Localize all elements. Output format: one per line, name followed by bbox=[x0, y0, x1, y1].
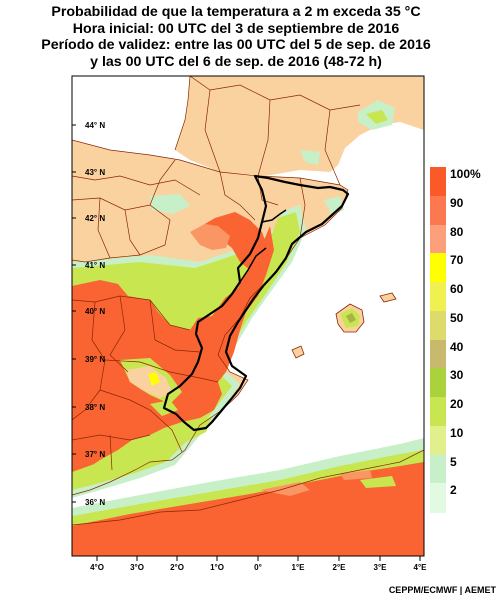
inner-boundary-outline bbox=[197, 209, 287, 323]
lon-label: 1°E bbox=[292, 563, 306, 572]
lon-label: 4°E bbox=[414, 563, 428, 572]
lat-label: 43° N bbox=[85, 168, 105, 177]
legend-label: 5 bbox=[450, 454, 457, 469]
legend-swatch bbox=[430, 253, 446, 283]
map-content bbox=[72, 76, 424, 556]
title-line-3: Período de validez: entre las 00 UTC del… bbox=[41, 37, 431, 54]
legend-label: 70 bbox=[450, 253, 464, 268]
legend-label: 90 bbox=[450, 195, 464, 210]
lon-label: 4°O bbox=[90, 563, 104, 572]
legend-label: 50 bbox=[450, 310, 464, 325]
legend-swatch bbox=[430, 195, 446, 225]
title-line-1: Probabilidad de que la temperatura a 2 m… bbox=[51, 4, 421, 20]
lat-label: 42° N bbox=[85, 214, 105, 223]
legend-label: 40 bbox=[450, 339, 464, 354]
lat-label: 36° N bbox=[85, 498, 105, 507]
longitude-ticks: 4°O 3°O 2°O 1°O 0° 1°E 2°E 3°E 4°E bbox=[90, 556, 427, 572]
ibiza bbox=[291, 345, 305, 359]
lat-label: 40° N bbox=[85, 307, 105, 316]
legend-label: 80 bbox=[450, 224, 464, 239]
legend-swatch bbox=[430, 454, 446, 484]
legend-label: 100% bbox=[450, 167, 481, 181]
lat-label: 41° N bbox=[85, 261, 105, 270]
lon-label: 3°E bbox=[374, 563, 388, 572]
province-boundaries bbox=[72, 76, 424, 526]
lon-label: 3°O bbox=[130, 563, 144, 572]
lon-label: 2°O bbox=[170, 563, 184, 572]
legend-swatch bbox=[430, 425, 446, 455]
title-line-4: y las 00 UTC del 6 de sep. de 2016 (48-7… bbox=[90, 53, 382, 70]
legend-label: 2 bbox=[450, 483, 457, 498]
map-frame bbox=[71, 75, 425, 557]
france-land bbox=[72, 76, 424, 176]
lat-label: 38° N bbox=[85, 403, 105, 412]
chart-title: Probabilidad de que la temperatura a 2 m… bbox=[0, 4, 472, 70]
menorca bbox=[379, 292, 397, 303]
credit-text: CEPPM/ECMWF | AEMET bbox=[388, 585, 496, 595]
legend: 100% 90 80 70 60 50 40 30 20 10 5 2 bbox=[430, 167, 500, 513]
legend-swatch bbox=[430, 167, 446, 197]
legend-label: 20 bbox=[450, 397, 464, 411]
legend-swatch bbox=[430, 397, 446, 427]
legend-swatch bbox=[430, 224, 446, 254]
latitude-ticks: 44° N 43° N 42° N 41° N 40° N 39° N 38° N 37° N… bbox=[72, 121, 105, 507]
legend-swatch bbox=[430, 310, 446, 340]
title-line-2: Hora inicial: 00 UTC del 3 de septiembre… bbox=[72, 20, 400, 37]
legend-swatch bbox=[430, 368, 446, 398]
lon-label: 0° bbox=[254, 563, 262, 572]
legend-swatch bbox=[430, 339, 446, 369]
legend-label: 30 bbox=[450, 368, 464, 383]
lon-label: 2°E bbox=[333, 563, 347, 572]
lat-label: 44° N bbox=[85, 121, 105, 130]
highlighted-region-outline bbox=[162, 174, 350, 432]
legend-label: 10 bbox=[450, 425, 464, 440]
lon-label: 1°O bbox=[210, 563, 224, 572]
legend-swatch bbox=[430, 282, 446, 312]
legend-swatch bbox=[430, 483, 446, 513]
legend-label: 60 bbox=[450, 282, 464, 296]
lat-label: 37° N bbox=[85, 450, 105, 459]
lat-label: 39° N bbox=[85, 355, 105, 364]
